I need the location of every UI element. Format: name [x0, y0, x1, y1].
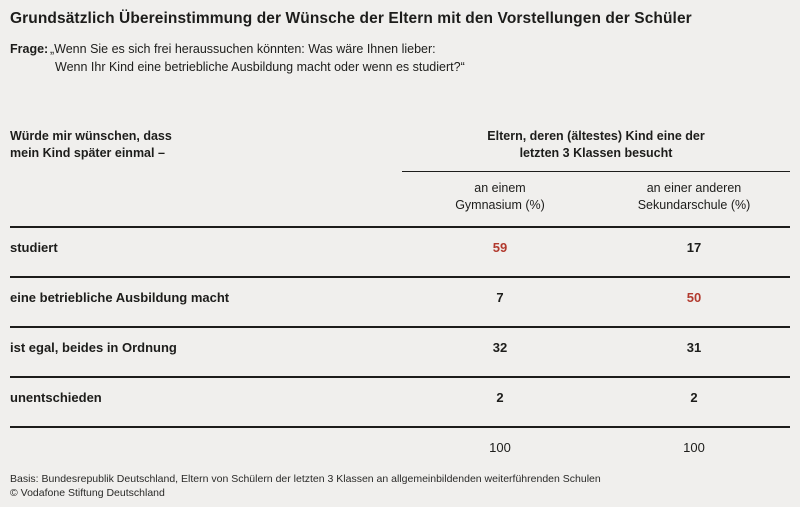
page-title: Grundsätzlich Übereinstimmung der Wünsch… [10, 10, 692, 27]
total-gymnasium: 100 [489, 439, 511, 455]
value-cell-sekundarschule: 31 [686, 339, 702, 355]
row-label: studiert [10, 239, 58, 255]
table-row: ist egal, beides in Ordnung 32 31 [10, 325, 790, 376]
table-row: studiert 59 17 [10, 225, 790, 276]
row-header-line-2: mein Kind später einmal – [10, 145, 165, 160]
footer: Basis: Bundesrepublik Deutschland, Elter… [10, 472, 601, 501]
column-group-header: Eltern, deren (ältestes) Kind eine der l… [402, 128, 790, 172]
question-label: Frage: [10, 42, 49, 56]
value-cell-sekundarschule: 17 [686, 239, 702, 255]
footer-basis: Basis: Bundesrepublik Deutschland, Elter… [10, 472, 601, 485]
value-cell-sekundarschule: 50 [686, 289, 702, 305]
value-cell-sekundarschule: 2 [690, 389, 698, 405]
table-header: Würde mir wünschen, dass mein Kind späte… [10, 128, 790, 226]
totals-row: 100 100 [10, 425, 790, 465]
column-group-line-1: Eltern, deren (ältestes) Kind eine der [487, 129, 705, 143]
data-table: Würde mir wünschen, dass mein Kind späte… [10, 128, 790, 465]
footer-copyright: © Vodafone Stiftung Deutschland [10, 487, 165, 500]
column-header-gymnasium: an einem Gymnasium (%) [455, 180, 545, 212]
row-label: ist egal, beides in Ordnung [10, 339, 177, 355]
value-cell-gymnasium: 7 [496, 289, 504, 305]
column-header-sekundarschule: an einer anderen Sekundarschule (%) [637, 180, 751, 212]
value-cell-gymnasium: 32 [492, 339, 508, 355]
question-block: Frage: „Wenn Sie es sich frei heraussuch… [10, 41, 790, 76]
question-line-2: Wenn Ihr Kind eine betriebliche Ausbildu… [55, 59, 465, 74]
row-header: Würde mir wünschen, dass mein Kind späte… [10, 128, 402, 226]
question-line-1: „Wenn Sie es sich frei heraussuchen könn… [50, 42, 436, 56]
question-text: „Wenn Sie es sich frei heraussuchen könn… [50, 41, 465, 76]
column-group: Eltern, deren (ältestes) Kind eine der l… [402, 128, 790, 226]
totals-label [10, 440, 402, 455]
total-sekundarschule: 100 [683, 439, 705, 455]
row-label: unentschieden [10, 389, 102, 405]
table-row: unentschieden 2 2 [10, 375, 790, 426]
column-headers: an einem Gymnasium (%) an einer anderen … [402, 172, 790, 226]
value-cell-gymnasium: 2 [496, 389, 504, 405]
column-group-line-2: letzten 3 Klassen besucht [519, 145, 673, 160]
row-header-line-1: Würde mir wünschen, dass [10, 129, 172, 143]
value-cell-gymnasium: 59 [492, 239, 508, 255]
row-label: eine betriebliche Ausbildung macht [10, 289, 230, 305]
table-row: eine betriebliche Ausbildung macht 7 50 [10, 275, 790, 326]
